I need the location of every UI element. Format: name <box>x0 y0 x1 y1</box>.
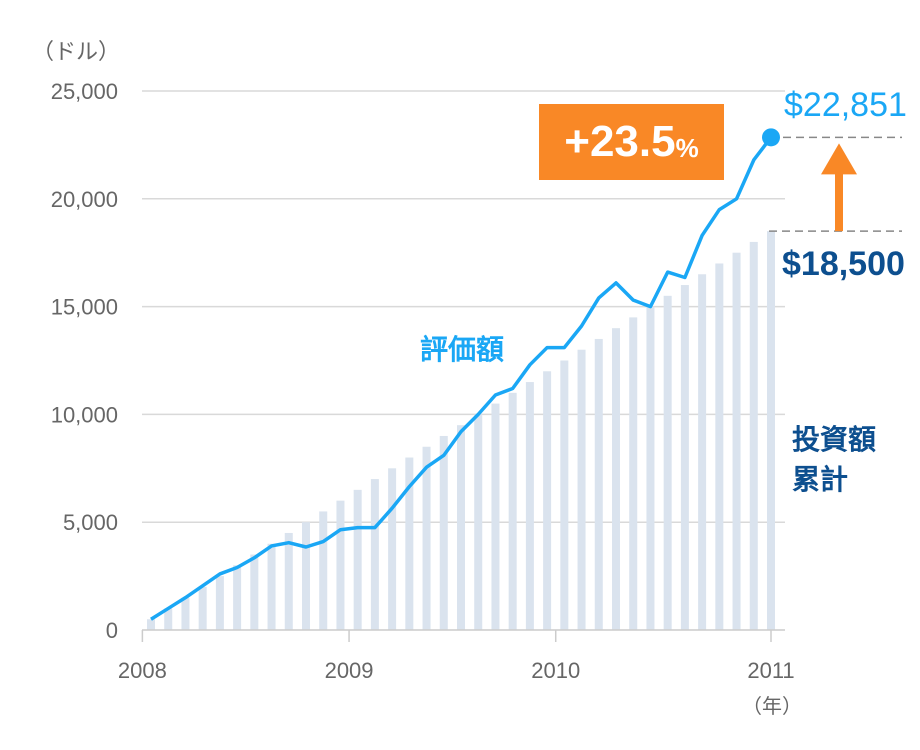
bar <box>250 554 259 630</box>
bar <box>319 511 328 630</box>
bar <box>663 295 672 630</box>
bar <box>612 328 620 630</box>
bar <box>215 576 224 630</box>
bar <box>370 479 379 630</box>
line-series-label: 評価額 <box>420 334 505 365</box>
bar <box>422 446 431 630</box>
bar <box>457 425 465 630</box>
bar <box>543 371 552 630</box>
y-tick-label: 20,000 <box>51 187 118 212</box>
bar <box>405 457 414 630</box>
x-unit-label: （年） <box>742 696 802 718</box>
bar <box>302 522 310 630</box>
y-unit-label: （ドル） <box>32 39 121 64</box>
bar <box>491 403 500 630</box>
bar <box>198 586 207 630</box>
x-tick-label: 2010 <box>531 658 580 683</box>
bar <box>267 543 276 630</box>
line-series <box>150 136 773 621</box>
bar <box>508 392 517 630</box>
gain-value: +23.5 <box>564 117 676 166</box>
bar <box>439 435 448 630</box>
bar <box>560 360 569 630</box>
bar <box>749 241 758 631</box>
x-tick-label: 2009 <box>325 658 374 683</box>
bar <box>284 532 293 630</box>
final-value-label: $22,851 <box>784 86 907 124</box>
x-tick-label: 2011 <box>747 658 794 683</box>
bar <box>594 338 603 630</box>
invested-value-label: $18,500 <box>782 245 905 283</box>
gain-arrow-shaft <box>835 169 843 232</box>
gain-arrow-head-icon <box>821 143 857 175</box>
gain-badge: +23.5% <box>539 104 724 180</box>
bar <box>646 306 655 630</box>
bar <box>474 414 483 630</box>
bar <box>181 597 190 630</box>
y-tick-label: 10,000 <box>51 402 118 427</box>
bar <box>388 468 397 630</box>
bar <box>715 263 724 630</box>
bar <box>629 317 638 630</box>
bar <box>732 252 741 630</box>
bar-series-label-line1: 投資額 <box>792 424 877 455</box>
bar <box>698 274 707 630</box>
bar-series-label: 投資額 累計 <box>792 420 876 500</box>
y-tick-label: 0 <box>106 618 118 643</box>
bar-series-label-line2: 累計 <box>792 464 849 495</box>
y-tick-label: 25,000 <box>51 79 118 104</box>
y-tick-label: 5,000 <box>63 510 118 535</box>
bar <box>525 382 534 630</box>
gain-unit: % <box>675 132 699 163</box>
bar <box>233 565 242 630</box>
bar <box>767 231 775 630</box>
final-value-point <box>762 128 780 147</box>
x-tick-label: 2008 <box>118 658 167 683</box>
bar <box>680 285 689 630</box>
bar <box>164 608 173 630</box>
y-tick-label: 15,000 <box>51 295 118 320</box>
bar <box>147 619 155 630</box>
bar <box>353 489 362 630</box>
bar <box>577 349 586 630</box>
bar <box>336 500 345 630</box>
